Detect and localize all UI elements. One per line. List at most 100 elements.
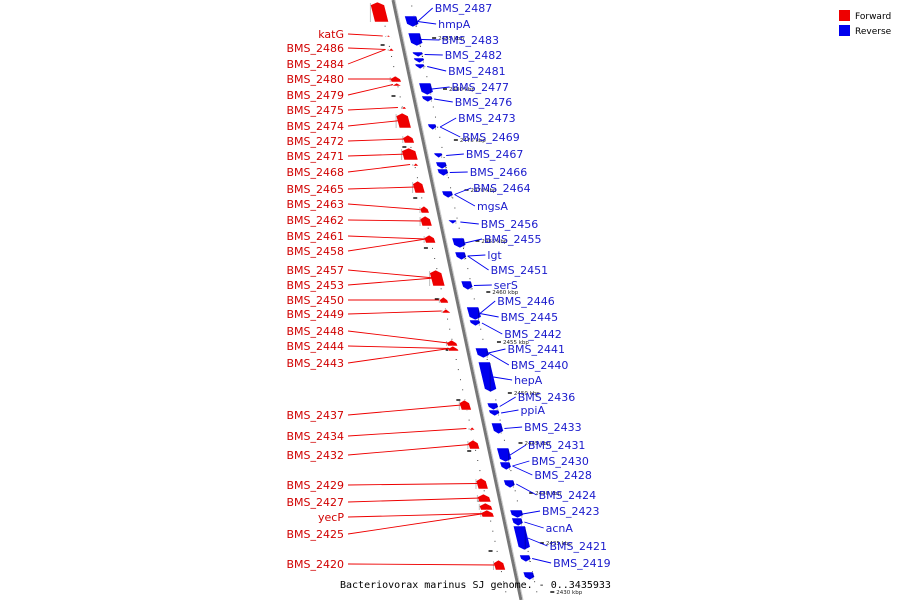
- forward-gene-label[interactable]: BMS_2429: [286, 479, 344, 492]
- reverse-gene-block[interactable]: [488, 409, 501, 417]
- reverse-gene-block[interactable]: [474, 347, 490, 359]
- forward-gene-label[interactable]: BMS_2450: [286, 294, 344, 307]
- forward-gene-label[interactable]: BMS_2463: [286, 198, 344, 211]
- reverse-gene-label[interactable]: BMS_2456: [481, 218, 539, 231]
- reverse-gene-label[interactable]: BMS_2431: [528, 439, 586, 452]
- reverse-gene-block[interactable]: [511, 517, 524, 527]
- reverse-gene-block[interactable]: [412, 57, 425, 64]
- forward-gene-block[interactable]: [447, 345, 460, 352]
- forward-gene-label[interactable]: BMS_2484: [286, 58, 344, 71]
- reverse-gene-block[interactable]: [447, 219, 458, 225]
- reverse-gene-label[interactable]: BMS_2441: [507, 343, 565, 356]
- forward-gene-label[interactable]: BMS_2480: [286, 73, 344, 86]
- forward-gene-label[interactable]: BMS_2443: [286, 357, 344, 370]
- forward-gene-block[interactable]: [395, 112, 412, 129]
- reverse-gene-label[interactable]: BMS_2428: [534, 469, 592, 482]
- reverse-gene-label[interactable]: BMS_2424: [539, 489, 597, 502]
- reverse-gene-label[interactable]: BMS_2482: [445, 49, 503, 62]
- reverse-gene-block[interactable]: [460, 280, 474, 291]
- forward-gene-block[interactable]: [458, 399, 472, 411]
- forward-gene-label[interactable]: BMS_2448: [286, 325, 344, 338]
- reverse-gene-block[interactable]: [418, 82, 434, 96]
- forward-gene-label[interactable]: BMS_2449: [286, 308, 344, 321]
- reverse-gene-block[interactable]: [477, 361, 497, 393]
- forward-gene-label[interactable]: BMS_2474: [286, 120, 344, 133]
- reverse-gene-label[interactable]: BMS_2487: [435, 2, 493, 15]
- reverse-gene-label[interactable]: BMS_2436: [518, 391, 576, 404]
- forward-gene-block[interactable]: [412, 162, 420, 167]
- reverse-gene-label[interactable]: acnA: [546, 522, 574, 535]
- reverse-gene-label[interactable]: BMS_2430: [531, 455, 589, 468]
- reverse-gene-label[interactable]: BMS_2476: [455, 96, 513, 109]
- forward-gene-block[interactable]: [412, 180, 426, 194]
- reverse-gene-block[interactable]: [421, 95, 434, 103]
- forward-gene-label[interactable]: BMS_2465: [286, 183, 344, 196]
- forward-gene-block[interactable]: [370, 1, 390, 23]
- reverse-gene-label[interactable]: mgsA: [477, 200, 508, 213]
- forward-gene-block[interactable]: [429, 269, 446, 287]
- forward-gene-label[interactable]: BMS_2457: [286, 264, 344, 277]
- forward-gene-block[interactable]: [439, 296, 450, 304]
- reverse-gene-block[interactable]: [414, 63, 426, 70]
- forward-gene-block[interactable]: [478, 502, 494, 511]
- reverse-gene-label[interactable]: BMS_2423: [542, 505, 600, 518]
- forward-gene-label[interactable]: BMS_2458: [286, 245, 344, 258]
- forward-gene-label[interactable]: BMS_2486: [286, 42, 344, 55]
- reverse-gene-label[interactable]: hmpA: [438, 18, 471, 31]
- forward-gene-block[interactable]: [477, 493, 492, 503]
- forward-gene-block[interactable]: [389, 75, 402, 83]
- forward-gene-block[interactable]: [467, 439, 481, 450]
- forward-gene-block[interactable]: [401, 147, 419, 161]
- reverse-gene-block[interactable]: [522, 571, 536, 581]
- forward-gene-block[interactable]: [493, 559, 507, 571]
- reverse-gene-label[interactable]: BMS_2442: [504, 328, 562, 341]
- forward-gene-label[interactable]: BMS_2462: [286, 214, 344, 227]
- reverse-gene-label[interactable]: BMS_2421: [549, 540, 607, 553]
- reverse-gene-label[interactable]: BMS_2451: [491, 264, 549, 277]
- reverse-gene-block[interactable]: [451, 237, 467, 249]
- forward-gene-block[interactable]: [387, 47, 395, 52]
- reverse-gene-block[interactable]: [435, 161, 448, 170]
- reverse-gene-block[interactable]: [496, 447, 512, 463]
- reverse-gene-label[interactable]: BMS_2445: [501, 311, 559, 324]
- forward-gene-block[interactable]: [400, 105, 408, 110]
- reverse-gene-block[interactable]: [512, 525, 531, 551]
- reverse-gene-label[interactable]: hepA: [514, 374, 543, 387]
- reverse-gene-block[interactable]: [490, 422, 504, 435]
- reverse-gene-label[interactable]: BMS_2473: [458, 112, 516, 125]
- forward-gene-block[interactable]: [446, 339, 459, 347]
- reverse-gene-block[interactable]: [518, 554, 532, 563]
- forward-gene-label[interactable]: BMS_2468: [286, 166, 344, 179]
- forward-gene-block[interactable]: [423, 234, 437, 244]
- forward-gene-block[interactable]: [441, 308, 452, 314]
- forward-gene-label[interactable]: BMS_2425: [286, 528, 344, 541]
- reverse-gene-block[interactable]: [433, 152, 444, 159]
- reverse-gene-block[interactable]: [403, 15, 420, 28]
- reverse-gene-block[interactable]: [486, 402, 499, 411]
- forward-gene-label[interactable]: BMS_2479: [286, 89, 344, 102]
- reverse-gene-label[interactable]: BMS_2440: [511, 359, 569, 372]
- reverse-gene-block[interactable]: [454, 251, 467, 261]
- reverse-gene-block[interactable]: [468, 319, 481, 327]
- forward-gene-label[interactable]: BMS_2453: [286, 279, 344, 292]
- forward-gene-label[interactable]: BMS_2437: [286, 409, 344, 422]
- forward-gene-block[interactable]: [480, 509, 495, 518]
- forward-gene-label[interactable]: BMS_2475: [286, 104, 344, 117]
- reverse-gene-label[interactable]: BMS_2481: [448, 65, 506, 78]
- reverse-gene-block[interactable]: [436, 168, 449, 177]
- reverse-gene-label[interactable]: BMS_2467: [466, 148, 524, 161]
- reverse-gene-label[interactable]: BMS_2469: [462, 131, 520, 144]
- reverse-gene-block[interactable]: [499, 461, 512, 471]
- forward-gene-label[interactable]: BMS_2434: [286, 430, 344, 443]
- reverse-gene-block[interactable]: [407, 32, 424, 47]
- reverse-gene-block[interactable]: [441, 190, 454, 199]
- forward-gene-label[interactable]: BMS_2472: [286, 135, 344, 148]
- reverse-gene-label[interactable]: BMS_2446: [497, 295, 555, 308]
- reverse-gene-label[interactable]: BMS_2455: [484, 233, 542, 246]
- forward-gene-block[interactable]: [390, 82, 403, 87]
- forward-gene-label[interactable]: BMS_2461: [286, 230, 344, 243]
- reverse-gene-label[interactable]: serS: [494, 279, 518, 292]
- reverse-gene-label[interactable]: BMS_2433: [524, 421, 582, 434]
- forward-gene-label[interactable]: yecP: [318, 511, 344, 524]
- reverse-gene-label[interactable]: BMS_2483: [442, 34, 500, 47]
